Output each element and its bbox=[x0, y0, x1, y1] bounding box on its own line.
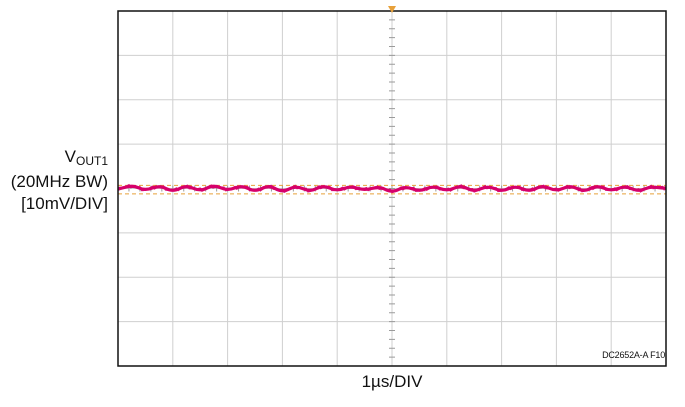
y-axis-label-subscript: OUT1 bbox=[75, 154, 108, 168]
y-axis-label-line3: [10mV/DIV] bbox=[21, 194, 108, 213]
traces bbox=[117, 183, 667, 194]
x-axis-label: 1µs/DIV bbox=[361, 372, 423, 391]
figure-id: DC2652A-A F10 bbox=[602, 350, 665, 360]
y-axis-label-main: V bbox=[64, 147, 76, 166]
y-axis-label-line2: (20MHz BW) bbox=[10, 172, 108, 191]
waveform-noise bbox=[117, 183, 667, 194]
trigger-marker-icon bbox=[388, 6, 396, 13]
y-axis-label-line1: VOUT1 bbox=[65, 147, 108, 171]
